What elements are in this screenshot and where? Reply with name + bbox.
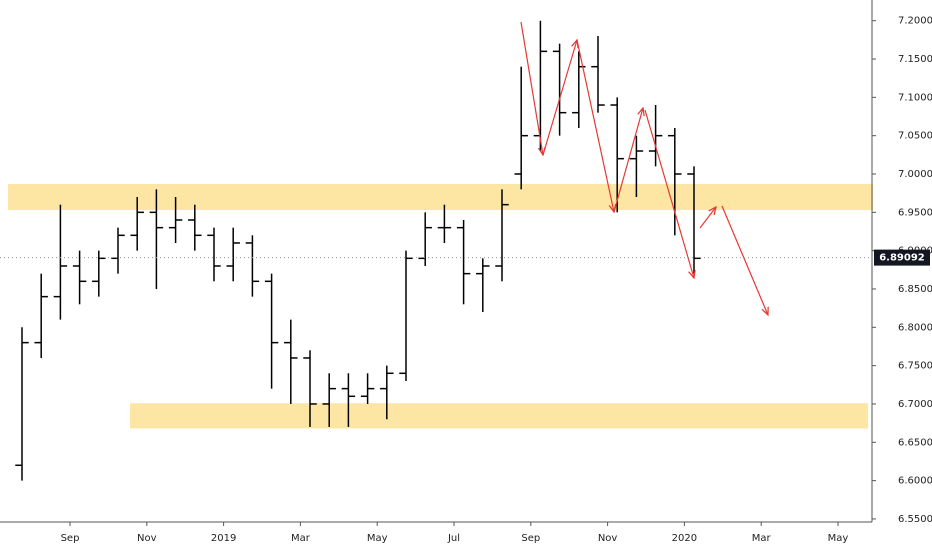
y-tick-label: 6.85000 [898, 284, 932, 295]
arrow [644, 109, 694, 278]
y-tick-label: 6.70000 [898, 399, 932, 410]
y-tick-label: 6.95000 [898, 207, 932, 218]
arrow [613, 108, 643, 213]
last-price-label: 6.89092 [879, 253, 925, 264]
x-tick-label: Mar [291, 533, 311, 544]
zone [130, 403, 868, 429]
y-tick-label: 7.20000 [898, 16, 932, 27]
x-tick-label: 2019 [211, 533, 236, 544]
arrow [721, 205, 768, 315]
y-tick-label: 6.55000 [898, 514, 932, 525]
y-tick-label: 7.10000 [898, 92, 932, 103]
zone [8, 183, 873, 211]
x-tick-label: Sep [521, 533, 540, 544]
y-tick-label: 7.00000 [898, 169, 932, 180]
y-tick-label: 7.05000 [898, 131, 932, 142]
x-tick-label: Mar [752, 533, 772, 544]
x-tick-label: Nov [598, 533, 618, 544]
x-tick-label: 2020 [672, 533, 697, 544]
x-tick-label: Jul [447, 533, 460, 544]
zones [8, 183, 873, 429]
last-price-box [874, 249, 930, 266]
y-tick-label: 6.75000 [898, 361, 932, 372]
bars [15, 20, 701, 481]
x-tick-label: May [367, 533, 388, 544]
x-tick-label: Sep [61, 533, 80, 544]
y-tick-label: 6.65000 [898, 437, 932, 448]
annotations [520, 21, 768, 315]
y-tick-label: 7.15000 [898, 54, 932, 65]
arrow [576, 39, 614, 212]
arrow [542, 40, 577, 156]
x-tick-label: May [828, 533, 849, 544]
y-tick-label: 6.80000 [898, 322, 932, 333]
x-tick-label: Nov [137, 533, 157, 544]
y-tick-label: 6.60000 [898, 476, 932, 487]
arrow [520, 21, 543, 155]
arrow [699, 207, 716, 229]
